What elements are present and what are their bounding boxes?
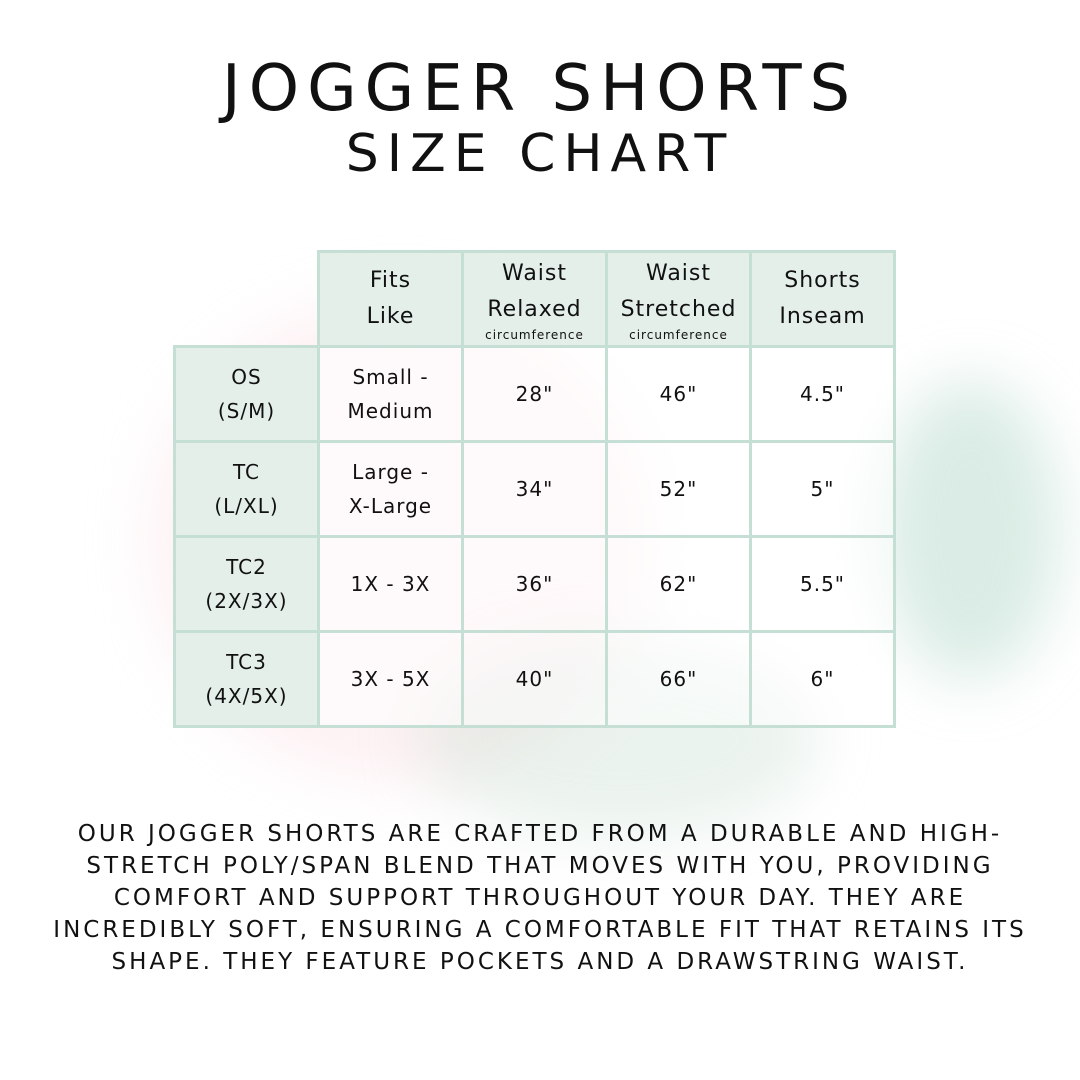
- inseam-cell: 6": [749, 630, 896, 728]
- fits-cell: Large - X-Large: [317, 440, 464, 538]
- table-row: OS (S/M) Small - Medium 28" 46" 4.5": [173, 345, 896, 443]
- size-code: TC2: [226, 555, 267, 579]
- table-row: TC2 (2X/3X) 1X - 3X 36" 62" 5.5": [173, 535, 896, 633]
- waist-relaxed-cell: 36": [461, 535, 608, 633]
- waist-relaxed-cell: 34": [461, 440, 608, 538]
- inseam-cell: 4.5": [749, 345, 896, 443]
- size-code: OS: [231, 365, 262, 389]
- size-range: (4X/5X): [205, 684, 288, 708]
- size-range: (2X/3X): [205, 589, 288, 613]
- fits-cell: 3X - 5X: [317, 630, 464, 728]
- header-waist-stretched: Waist Stretched circumference: [605, 250, 752, 348]
- size-cell: TC2 (2X/3X): [173, 535, 320, 633]
- table-row: TC (L/XL) Large - X-Large 34" 52" 5": [173, 440, 896, 538]
- fits-cell: Small - Medium: [317, 345, 464, 443]
- header-empty-cell: [174, 251, 319, 348]
- header-subtext: circumference: [485, 328, 584, 342]
- page-title: JOGGER SHORTS: [221, 52, 859, 126]
- waist-stretched-cell: 52": [605, 440, 752, 538]
- fits-text: Medium: [347, 399, 434, 423]
- header-text: Waist: [501, 261, 568, 286]
- header-fits-like: Fits Like: [317, 250, 464, 348]
- page-subtitle: SIZE CHART: [345, 124, 735, 184]
- header-text: Fits: [369, 268, 412, 293]
- inseam-cell: 5.5": [749, 535, 896, 633]
- header-row: Fits Like Waist Relaxed circumference Waist…: [174, 250, 896, 348]
- product-description: Our jogger shorts are crafted from a dur…: [53, 821, 1027, 975]
- header-subtext: circumference: [629, 328, 728, 342]
- header-waist-relaxed: Waist Relaxed circumference: [461, 250, 608, 348]
- header-text: Like: [366, 304, 415, 329]
- header-shorts-inseam: Shorts Inseam: [749, 250, 896, 348]
- background-cactus-green: [880, 380, 1060, 680]
- fits-cell: 1X - 3X: [317, 535, 464, 633]
- size-code: TC3: [226, 650, 267, 674]
- size-cell: TC (L/XL): [173, 440, 320, 538]
- size-cell: TC3 (4X/5X): [173, 630, 320, 728]
- header-text: Waist: [645, 261, 712, 286]
- waist-stretched-cell: 62": [605, 535, 752, 633]
- header-text: Relaxed: [487, 297, 582, 322]
- inseam-cell: 5": [749, 440, 896, 538]
- size-cell: OS (S/M): [173, 345, 320, 443]
- fits-text: X-Large: [348, 494, 433, 518]
- fits-text: Large -: [352, 460, 429, 484]
- waist-stretched-cell: 66": [605, 630, 752, 728]
- size-range: (L/XL): [214, 494, 279, 518]
- table-row: TC3 (4X/5X) 3X - 5X 40" 66" 6": [173, 630, 896, 728]
- size-code: TC: [232, 460, 260, 484]
- size-range: (S/M): [217, 399, 276, 423]
- header-text: Shorts: [784, 268, 861, 293]
- header-text: Stretched: [620, 297, 737, 322]
- size-chart-table: Fits Like Waist Relaxed circumference Waist…: [173, 250, 896, 728]
- fits-text: Small -: [352, 365, 429, 389]
- waist-stretched-cell: 46": [605, 345, 752, 443]
- header-text: Inseam: [779, 304, 866, 329]
- waist-relaxed-cell: 40": [461, 630, 608, 728]
- waist-relaxed-cell: 28": [461, 345, 608, 443]
